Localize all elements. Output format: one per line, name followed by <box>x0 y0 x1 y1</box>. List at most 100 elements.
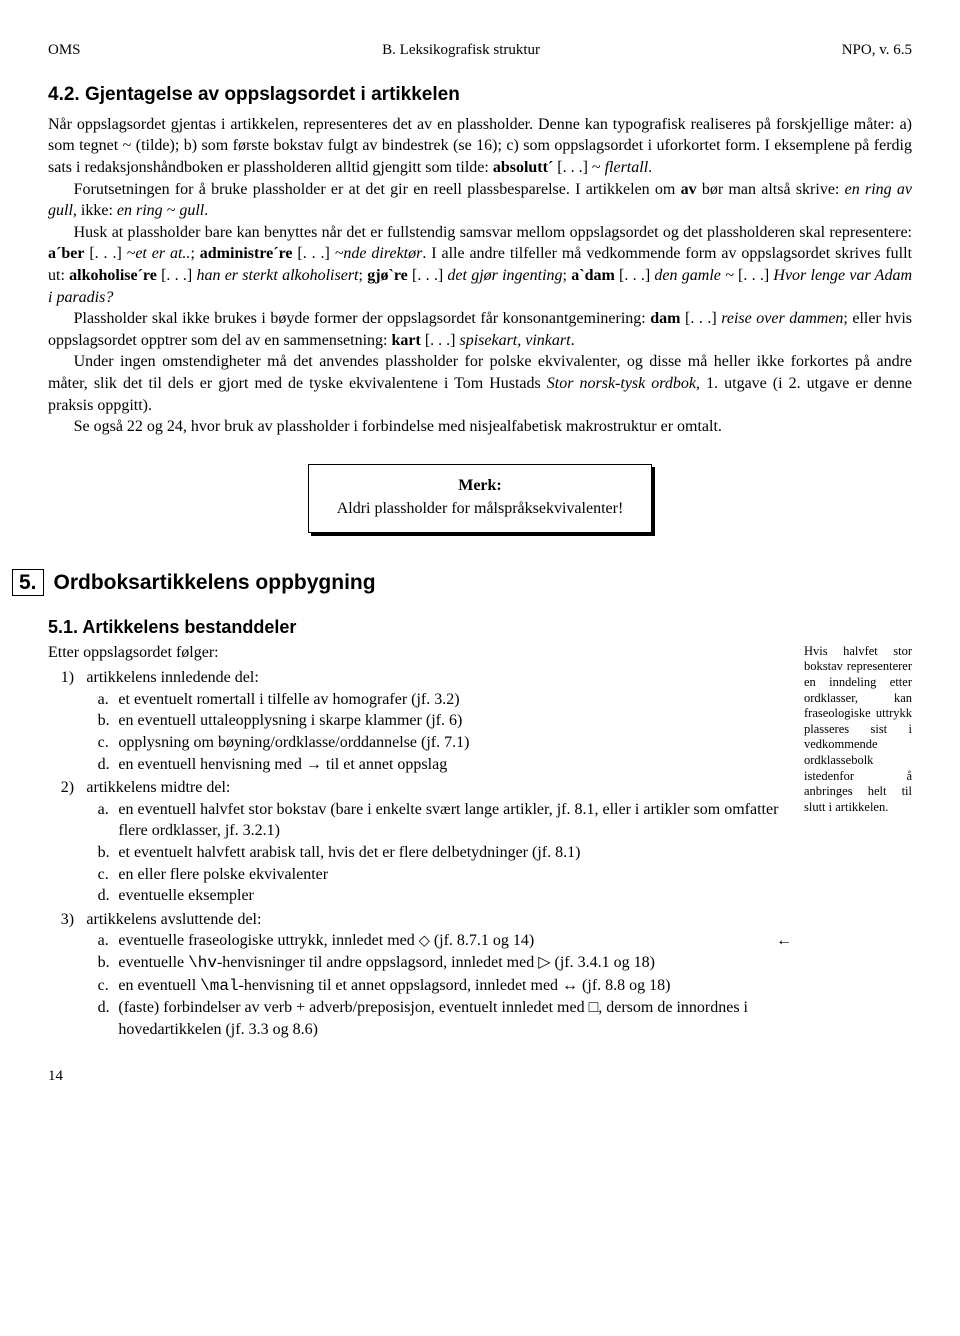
section-5-title: Ordboksartikkelens oppbygning <box>54 569 376 597</box>
text: [. . .] <box>293 245 335 262</box>
text-bold: av <box>681 181 697 198</box>
text: . <box>571 332 575 349</box>
para-4-2-4: Plassholder skal ikke brukes i bøyde for… <box>48 308 912 351</box>
list-item-2: 2)artikkelens midtre del: a.en eventuell… <box>86 777 792 907</box>
header-left: OMS <box>48 40 81 60</box>
para-4-2-2: Forutsetningen for å bruke plassholder e… <box>48 179 912 222</box>
page-number: 14 <box>48 1066 912 1086</box>
list-item-1: 1)artikkelens innledende del: a.et event… <box>86 667 792 775</box>
text: . <box>204 202 208 219</box>
text: -henvisninger til andre oppslagsord, inn… <box>217 954 655 971</box>
text: [. . .] ~ <box>553 159 604 176</box>
note-body: Aldri plassholder for målspråksekvivalen… <box>337 498 624 520</box>
text: Når oppslagsordet gjentas i artikkelen, … <box>48 116 912 176</box>
text-italic: Stor norsk-tysk ordbok <box>547 375 696 392</box>
list-item-1b: b.en eventuell uttaleopplysning i skarpe… <box>118 710 792 732</box>
note-title: Merk: <box>337 475 624 497</box>
text: artikkelens innledende del: <box>86 669 258 686</box>
text: (jf. 8.7.1 og 14) <box>430 932 534 949</box>
text: [. . .] <box>408 267 448 284</box>
section-5-1-body: Etter oppslagsordet følger: 1)artikkelen… <box>48 642 912 1043</box>
text: en eventuell halvfet stor bokstav (bare … <box>118 801 778 840</box>
margin-note: Hvis halvfet stor bokstav representerer … <box>804 644 912 816</box>
page-header: OMS B. Leksikografisk struktur NPO, v. 6… <box>48 40 912 60</box>
header-right: NPO, v. 6.5 <box>842 40 912 60</box>
text-italic: flertall <box>605 159 649 176</box>
section-5-number-box: 5. <box>12 569 44 596</box>
text-italic: reise over dammen <box>721 310 843 327</box>
section-4-2-heading: 4.2. Gjentagelse av oppslagsordet i arti… <box>48 82 912 108</box>
list-item-2a: a.en eventuell halvfet stor bokstav (bar… <box>118 799 792 842</box>
text-bold: a´ber <box>48 245 84 262</box>
para-4-2-1: Når oppslagsordet gjentas i artikkelen, … <box>48 114 912 179</box>
text-italic: spisekart, vinkart <box>459 332 570 349</box>
text: Husk at plassholder bare kan benyttes nå… <box>74 224 912 241</box>
text-italic: den gamle ~ <box>654 267 733 284</box>
list-lead: Etter oppslagsordet følger: <box>48 642 792 664</box>
text-italic: en ring ~ gull <box>117 202 204 219</box>
list-item-3d: d.(faste) forbindelser av verb + adverb/… <box>118 997 792 1040</box>
text: en eventuell <box>118 977 200 994</box>
text: artikkelens avsluttende del: <box>86 911 261 928</box>
list-item-1d: d.en eventuell henvisning med → til et a… <box>118 754 792 776</box>
text-bold: dam <box>650 310 680 327</box>
text-italic: ~et er at.. <box>127 245 191 262</box>
text: et eventuelt halvfett arabisk tall, hvis… <box>118 844 580 861</box>
text: en eller flere polske ekvivalenter <box>118 866 328 883</box>
list-item-2c: c.en eller flere polske ekvivalenter <box>118 864 792 886</box>
text: [. . .] <box>84 245 126 262</box>
text-bold: absolutt´ <box>493 159 553 176</box>
text: ; <box>359 267 368 284</box>
header-center: B. Leksikografisk struktur <box>382 40 540 60</box>
text: . <box>648 159 652 176</box>
text: Plassholder skal ikke brukes i bøyde for… <box>74 310 651 327</box>
list-item-3: 3)artikkelens avsluttende del: a.eventue… <box>86 909 792 1041</box>
code: \mal <box>200 977 238 995</box>
text: -henvisning til et annet oppslagsord, in… <box>239 977 671 994</box>
text: bør man altså skrive: <box>697 181 845 198</box>
para-4-2-3: Husk at plassholder bare kan benyttes nå… <box>48 222 912 308</box>
text: Forutsetningen for å bruke plassholder e… <box>74 181 681 198</box>
para-4-2-5: Under ingen omstendigheter må det anvend… <box>48 351 912 416</box>
note-box: Merk: Aldri plassholder for målspråksekv… <box>308 464 653 533</box>
text: ; <box>190 245 199 262</box>
text: eventuelle fraseologiske uttrykk, innled… <box>118 932 418 949</box>
text: [. . .] <box>734 267 774 284</box>
text: et eventuelt romertall i tilfelle av hom… <box>118 691 459 708</box>
list-item-3b: b.eventuelle \hv-henvisninger til andre … <box>118 952 792 975</box>
text: en eventuell uttaleopplysning i skarpe k… <box>118 712 462 729</box>
list-item-1a: a.et eventuelt romertall i tilfelle av h… <box>118 689 792 711</box>
list-item-2b: b.et eventuelt halvfett arabisk tall, hv… <box>118 842 792 864</box>
text-italic: han er sterkt alkoholisert <box>196 267 358 284</box>
section-5-1-heading: 5.1. Artikkelens bestanddeler <box>48 615 912 639</box>
diamond-icon: ◇ <box>419 933 430 949</box>
text: ; <box>563 267 572 284</box>
text-italic: det gjør ingenting <box>447 267 562 284</box>
text-bold: alkoholise´re <box>69 267 157 284</box>
text: en eventuell henvisning med → til et ann… <box>118 756 447 773</box>
code: \hv <box>188 954 217 972</box>
text: , ikke: <box>73 202 117 219</box>
list-item-3a: a.eventuelle fraseologiske uttrykk, innl… <box>118 930 792 952</box>
text-bold: gjø`re <box>367 267 408 284</box>
note-box-container: Merk: Aldri plassholder for målspråksekv… <box>48 464 912 533</box>
arrow-left-icon: ← <box>766 930 792 952</box>
text-bold: a`dam <box>571 267 615 284</box>
text-bold: administre´re <box>200 245 293 262</box>
text: opplysning om bøyning/ordklasse/orddanne… <box>118 734 469 751</box>
section-5-heading-row: 5. Ordboksartikkelens oppbygning <box>12 569 912 597</box>
text: [. . .] <box>421 332 460 349</box>
main-list: 1)artikkelens innledende del: a.et event… <box>48 667 792 1040</box>
list-item-3c: c.en eventuell \mal-henvisning til et an… <box>118 975 792 998</box>
list-item-1c: c.opplysning om bøyning/ordklasse/orddan… <box>118 732 792 754</box>
list-item-2d: d.eventuelle eksempler <box>118 885 792 907</box>
text: [. . .] <box>681 310 722 327</box>
text-italic: ~nde direktør <box>335 245 423 262</box>
text: eventuelle <box>118 954 188 971</box>
para-4-2-6: Se også 22 og 24, hvor bruk av plasshold… <box>48 416 912 438</box>
text: [. . .] <box>615 267 655 284</box>
text: eventuelle eksempler <box>118 887 254 904</box>
text: [. . .] <box>157 267 197 284</box>
text: (faste) forbindelser av verb + adverb/pr… <box>118 999 748 1038</box>
text: artikkelens midtre del: <box>86 779 230 796</box>
